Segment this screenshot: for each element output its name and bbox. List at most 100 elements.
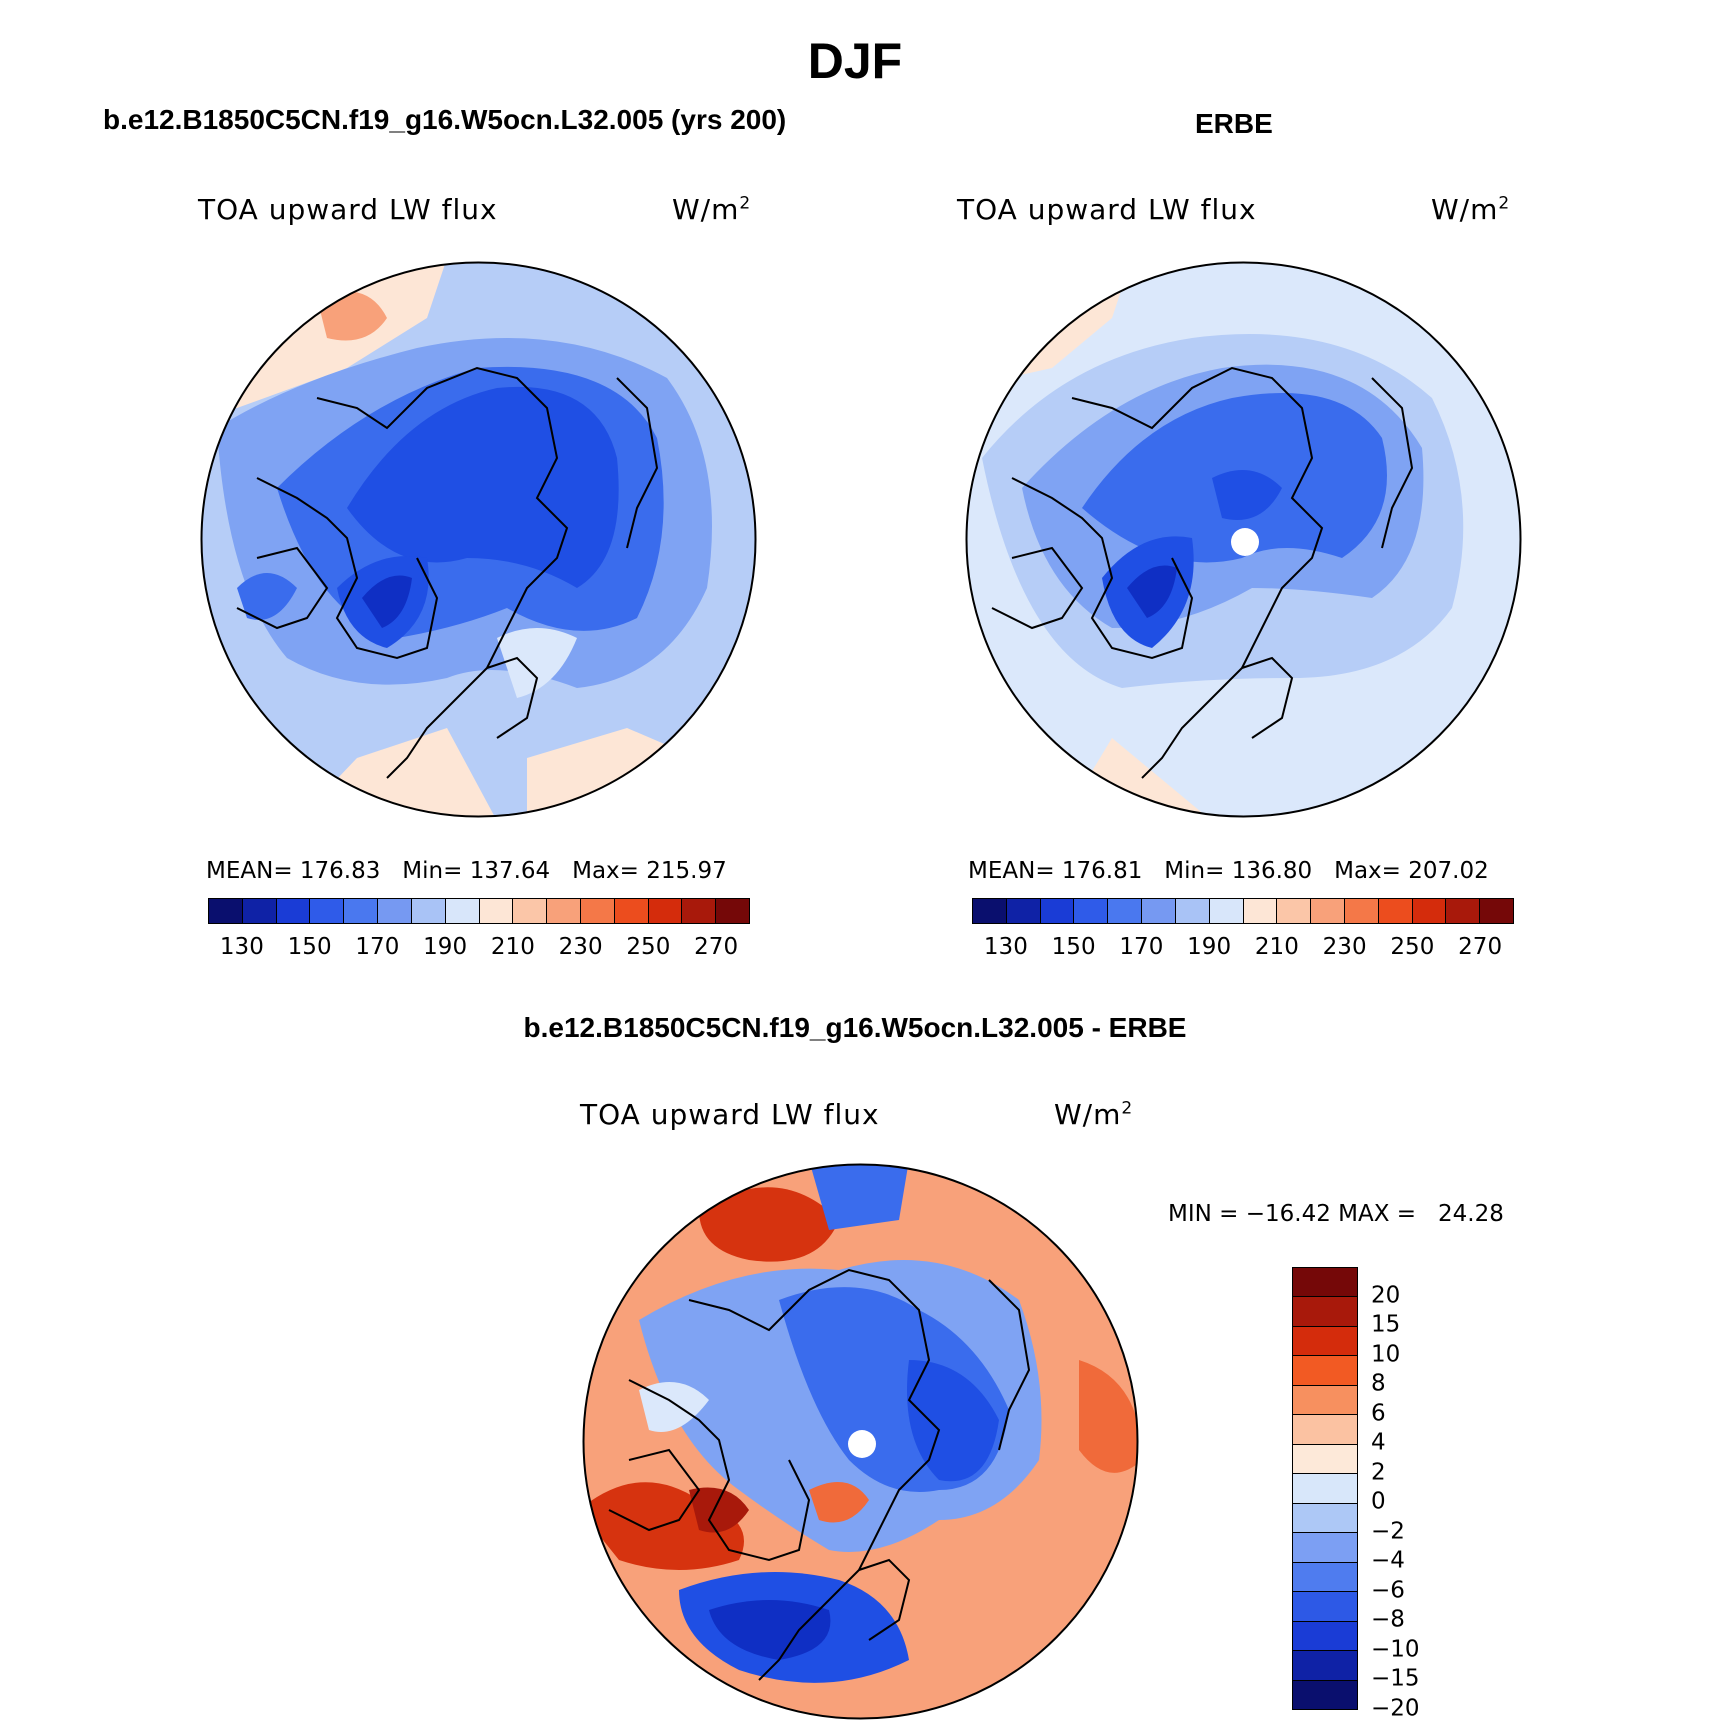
left-polar-map <box>200 261 757 818</box>
diff-colorbar-tick-label: −15 <box>1371 1666 1420 1693</box>
diff-colorbar-swatch <box>1293 1561 1357 1592</box>
diff-minmax: MIN = −16.42 MAX = 24.28 <box>1168 1201 1504 1227</box>
right-polar-map <box>965 261 1522 818</box>
diff-colorbar-swatch <box>1293 1650 1357 1680</box>
left-variable-label: TOA upward LW flux <box>198 193 498 226</box>
colorbar-tick-label: 210 <box>490 934 535 960</box>
colorbar-swatch <box>512 899 547 923</box>
left-units-label: W/m2 <box>672 193 752 226</box>
colorbar-swatch <box>377 899 411 923</box>
diff-colorbar-tick-label: 15 <box>1371 1311 1401 1338</box>
colorbar-tick-label: 230 <box>558 934 603 960</box>
right-colorbar <box>972 898 1514 924</box>
colorbar-tick-label: 270 <box>1458 934 1503 960</box>
left-map-region-pale-s <box>497 628 577 698</box>
right-variable-label: TOA upward LW flux <box>957 193 1257 226</box>
diff-map-region-red-n <box>699 1187 839 1262</box>
diff-colorbar-swatch <box>1293 1325 1357 1356</box>
diff-colorbar-tick-label: −8 <box>1371 1607 1405 1634</box>
colorbar-swatch <box>1445 899 1480 923</box>
diff-colorbar-swatch <box>1293 1296 1357 1326</box>
figure-title: DJF <box>807 33 903 89</box>
colorbar-swatch <box>546 899 580 923</box>
colorbar-swatch <box>275 899 310 923</box>
right-map-coastlines <box>991 366 1414 779</box>
colorbar-swatch <box>444 899 479 923</box>
diff-colorbar-swatch <box>1293 1355 1357 1385</box>
colorbar-swatch <box>410 899 445 923</box>
diff-colorbar-tick-label: −10 <box>1371 1636 1420 1663</box>
diff-colorbar-tick-label: 0 <box>1371 1488 1386 1515</box>
diff-map-region-orange-e <box>1079 1360 1138 1473</box>
colorbar-swatch <box>209 899 242 923</box>
diff-colorbar-ticks: 20 15 10 8 6 4 2 0 −2 −4 −6 −8 −10 −15 −20 <box>1371 1267 1451 1721</box>
diff-polar-map <box>582 1163 1139 1720</box>
colorbar-swatch <box>579 899 614 923</box>
colorbar-swatch <box>1343 899 1378 923</box>
colorbar-tick-label: 170 <box>1119 934 1164 960</box>
diff-colorbar-tick-label: −20 <box>1371 1695 1420 1722</box>
colorbar-tick-label: 270 <box>694 934 739 960</box>
colorbar-swatch <box>1005 899 1040 923</box>
diff-colorbar-swatch <box>1293 1443 1357 1474</box>
colorbar-swatch <box>1310 899 1344 923</box>
diff-colorbar-swatch <box>1293 1502 1357 1533</box>
diff-colorbar-swatch <box>1293 1414 1357 1444</box>
diff-map-coastlines <box>608 1268 1031 1681</box>
colorbar-swatch <box>1242 899 1277 923</box>
diff-colorbar-tick-label: 10 <box>1371 1341 1401 1368</box>
right-map-border <box>965 261 1522 818</box>
diff-colorbar-swatch <box>1293 1591 1357 1621</box>
diff-panel-title: b.e12.B1850C5CN.f19_g16.W5ocn.L32.005 - … <box>523 1012 1187 1043</box>
colorbar-tick-label: 230 <box>1322 934 1367 960</box>
colorbar-swatch <box>1039 899 1074 923</box>
colorbar-tick-label: 170 <box>355 934 400 960</box>
colorbar-swatch <box>1073 899 1108 923</box>
colorbar-swatch <box>1141 899 1175 923</box>
diff-colorbar-swatch <box>1293 1473 1357 1503</box>
colorbar-tick-label: 130 <box>219 934 264 960</box>
colorbar-swatch <box>613 899 648 923</box>
diff-colorbar-swatch <box>1293 1620 1357 1651</box>
left-map-region-greenland-core <box>362 575 412 628</box>
colorbar-swatch <box>241 899 276 923</box>
colorbar-swatch <box>973 899 1006 923</box>
right-map-region-greenland-core <box>1127 565 1177 618</box>
left-map-border <box>200 261 757 818</box>
colorbar-swatch <box>343 899 378 923</box>
colorbar-tick-label: 250 <box>626 934 671 960</box>
colorbar-swatch <box>1479 899 1513 923</box>
colorbar-swatch <box>1174 899 1209 923</box>
diff-colorbar-tick-label: −6 <box>1371 1577 1405 1604</box>
colorbar-tick-label: 130 <box>983 934 1028 960</box>
left-colorbar-ticks: 130 150 170 190 210 230 250 270 <box>208 934 750 964</box>
diff-colorbar-swatch <box>1293 1679 1357 1710</box>
colorbar-tick-label: 250 <box>1390 934 1435 960</box>
colorbar-swatch <box>1276 899 1311 923</box>
diff-colorbar-tick-label: 4 <box>1371 1429 1386 1456</box>
colorbar-swatch <box>478 899 513 923</box>
diff-colorbar-tick-label: 6 <box>1371 1400 1386 1427</box>
diff-variable-label: TOA upward LW flux <box>580 1098 880 1131</box>
colorbar-tick-label: 150 <box>1051 934 1096 960</box>
diff-colorbar-tick-label: −2 <box>1371 1518 1405 1545</box>
left-map-coastlines <box>236 366 659 779</box>
diff-colorbar-tick-label: 20 <box>1371 1282 1401 1309</box>
diff-map-pole-hole <box>848 1430 876 1458</box>
colorbar-swatch <box>715 899 749 923</box>
right-colorbar-ticks: 130 150 170 190 210 230 250 270 <box>972 934 1514 964</box>
colorbar-tick-label: 150 <box>287 934 332 960</box>
colorbar-swatch <box>647 899 682 923</box>
right-map-pole-hole <box>1231 528 1259 556</box>
diff-units-label: W/m2 <box>1054 1098 1134 1131</box>
diff-colorbar-swatch <box>1293 1268 1357 1297</box>
diff-colorbar-swatch <box>1293 1532 1357 1562</box>
diff-map-region-orange-c <box>809 1482 869 1523</box>
diff-map-region-blue-n <box>809 1164 909 1230</box>
colorbar-swatch <box>1107 899 1142 923</box>
diff-colorbar <box>1292 1267 1358 1710</box>
colorbar-swatch <box>309 899 344 923</box>
colorbar-swatch <box>681 899 716 923</box>
diff-colorbar-tick-label: 8 <box>1371 1370 1386 1397</box>
diff-colorbar-tick-label: −4 <box>1371 1548 1405 1575</box>
